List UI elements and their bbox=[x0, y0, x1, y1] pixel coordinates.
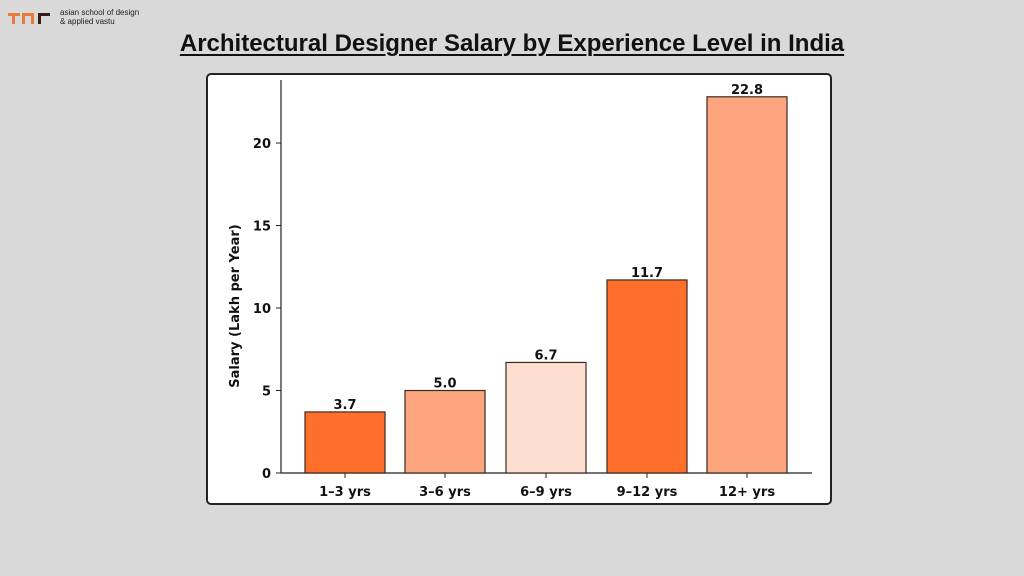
bar bbox=[505, 361, 587, 474]
bar-value-label: 6.7 bbox=[534, 348, 557, 363]
chart-frame: 0 5 10 15 20 Salary (Lakh per Year) 3.7 1–3 yrs… bbox=[206, 73, 832, 505]
bar-value-label: 22.8 bbox=[731, 83, 763, 98]
x-tick-label: 1–3 yrs bbox=[319, 485, 371, 500]
bar bbox=[706, 96, 788, 474]
x-tick-label: 9–12 yrs bbox=[617, 485, 678, 500]
bar bbox=[304, 411, 386, 474]
bar-value-label: 5.0 bbox=[433, 377, 456, 392]
x-tick-label: 12+ yrs bbox=[719, 485, 775, 500]
y-tick-label: 15 bbox=[253, 220, 271, 235]
brand-logo: asian school of design & applied vastu bbox=[8, 8, 139, 26]
logo-mark-icon bbox=[8, 10, 56, 24]
y-axis-label: Salary (Lakh per Year) bbox=[228, 224, 243, 387]
logo-text-line2: & applied vastu bbox=[60, 17, 115, 26]
bar-value-label: 3.7 bbox=[333, 398, 356, 413]
page-title: Architectural Designer Salary by Experie… bbox=[179, 30, 845, 57]
y-tick-label: 10 bbox=[253, 302, 271, 317]
y-tick-label: 0 bbox=[262, 467, 271, 482]
y-tick-label: 20 bbox=[253, 137, 271, 152]
y-tick-label: 5 bbox=[262, 385, 271, 400]
x-tick-label: 6–9 yrs bbox=[520, 485, 572, 500]
bar bbox=[606, 279, 688, 474]
bar bbox=[404, 389, 486, 474]
bar-value-label: 11.7 bbox=[631, 266, 663, 281]
bar-chart: 0 5 10 15 20 Salary (Lakh per Year) 3.7 1–3 yrs… bbox=[228, 80, 812, 500]
logo-text-line1: asian school of design bbox=[60, 8, 140, 17]
x-tick-label: 3–6 yrs bbox=[419, 485, 471, 500]
